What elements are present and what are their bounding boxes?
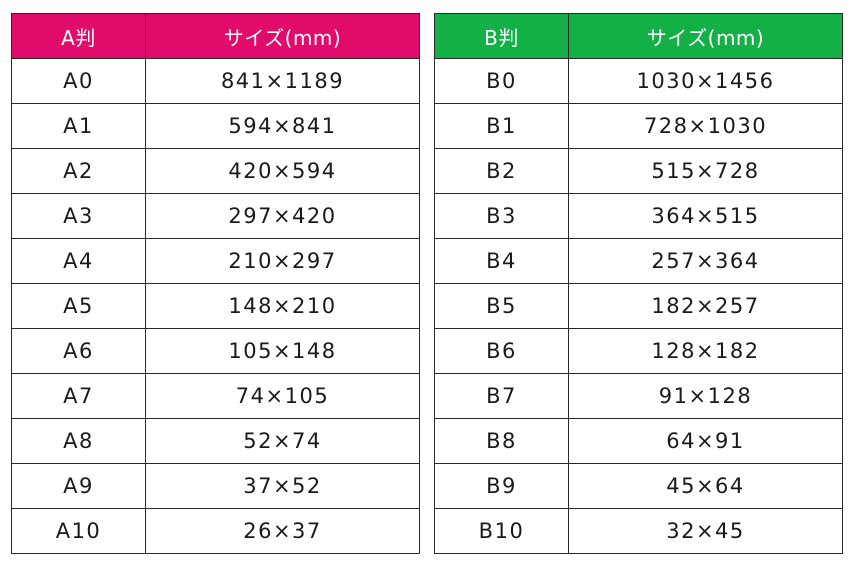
paper-size-cell: 128×182 [568,328,843,374]
table-row: A9 37×52 [11,463,420,509]
b-table-header-row: B判 サイズ(mm) [434,13,843,59]
paper-format-cell: B5 [434,283,569,329]
paper-format-cell: B10 [434,508,569,554]
paper-size-cell: 91×128 [568,373,843,419]
a-table-header-row: A判 サイズ(mm) [11,13,420,59]
b-table-header-format: B判 [434,13,569,59]
table-row: B1 728×1030 [434,103,843,149]
table-row: A5 148×210 [11,283,420,329]
paper-format-cell: B3 [434,193,569,239]
b-series-size-table: B判 サイズ(mm) B0 1030×1456 B1 728×1030 B2 515×… [434,13,843,554]
paper-format-cell: A1 [11,103,146,149]
paper-format-cell: A10 [11,508,146,554]
paper-format-cell: B1 [434,103,569,149]
paper-size-cell: 297×420 [145,193,420,239]
a-table-header-format: A判 [11,13,146,59]
paper-size-cell: 105×148 [145,328,420,374]
paper-size-cell: 257×364 [568,238,843,284]
paper-format-cell: B8 [434,418,569,464]
paper-format-cell: A0 [11,58,146,104]
paper-format-cell: B4 [434,238,569,284]
paper-size-cell: 182×257 [568,283,843,329]
b-table-header-size: サイズ(mm) [568,13,843,59]
paper-size-cell: 52×74 [145,418,420,464]
table-row: B10 32×45 [434,508,843,554]
table-row: A8 52×74 [11,418,420,464]
paper-format-cell: A4 [11,238,146,284]
paper-format-cell: A9 [11,463,146,509]
table-row: B2 515×728 [434,148,843,194]
table-row: B6 128×182 [434,328,843,374]
paper-size-cell: 45×64 [568,463,843,509]
paper-format-cell: B2 [434,148,569,194]
paper-size-cell: 364×515 [568,193,843,239]
paper-format-cell: A7 [11,373,146,419]
table-row: A6 105×148 [11,328,420,374]
paper-format-cell: B7 [434,373,569,419]
table-row: B5 182×257 [434,283,843,329]
paper-size-cell: 64×91 [568,418,843,464]
paper-format-cell: A6 [11,328,146,374]
paper-format-cell: A8 [11,418,146,464]
table-row: A0 841×1189 [11,58,420,104]
paper-format-cell: A3 [11,193,146,239]
table-row: B8 64×91 [434,418,843,464]
paper-size-cell: 26×37 [145,508,420,554]
paper-size-cell: 594×841 [145,103,420,149]
table-row: B9 45×64 [434,463,843,509]
table-row: B3 364×515 [434,193,843,239]
table-row: A4 210×297 [11,238,420,284]
paper-format-cell: A5 [11,283,146,329]
paper-size-cell: 728×1030 [568,103,843,149]
paper-size-cell: 420×594 [145,148,420,194]
paper-format-cell: B0 [434,58,569,104]
table-row: A3 297×420 [11,193,420,239]
paper-size-cell: 32×45 [568,508,843,554]
paper-size-cell: 210×297 [145,238,420,284]
a-table-header-size: サイズ(mm) [145,13,420,59]
paper-size-cell: 841×1189 [145,58,420,104]
paper-format-cell: B9 [434,463,569,509]
paper-size-cell: 148×210 [145,283,420,329]
paper-format-cell: A2 [11,148,146,194]
table-row: A1 594×841 [11,103,420,149]
table-row: A2 420×594 [11,148,420,194]
paper-size-cell: 37×52 [145,463,420,509]
a-series-size-table: A判 サイズ(mm) A0 841×1189 A1 594×841 A2 420×59… [11,13,420,554]
table-row: A7 74×105 [11,373,420,419]
table-row: A10 26×37 [11,508,420,554]
table-row: B4 257×364 [434,238,843,284]
paper-format-cell: B6 [434,328,569,374]
table-row: B0 1030×1456 [434,58,843,104]
paper-size-cell: 74×105 [145,373,420,419]
paper-size-cell: 1030×1456 [568,58,843,104]
paper-size-cell: 515×728 [568,148,843,194]
table-row: B7 91×128 [434,373,843,419]
